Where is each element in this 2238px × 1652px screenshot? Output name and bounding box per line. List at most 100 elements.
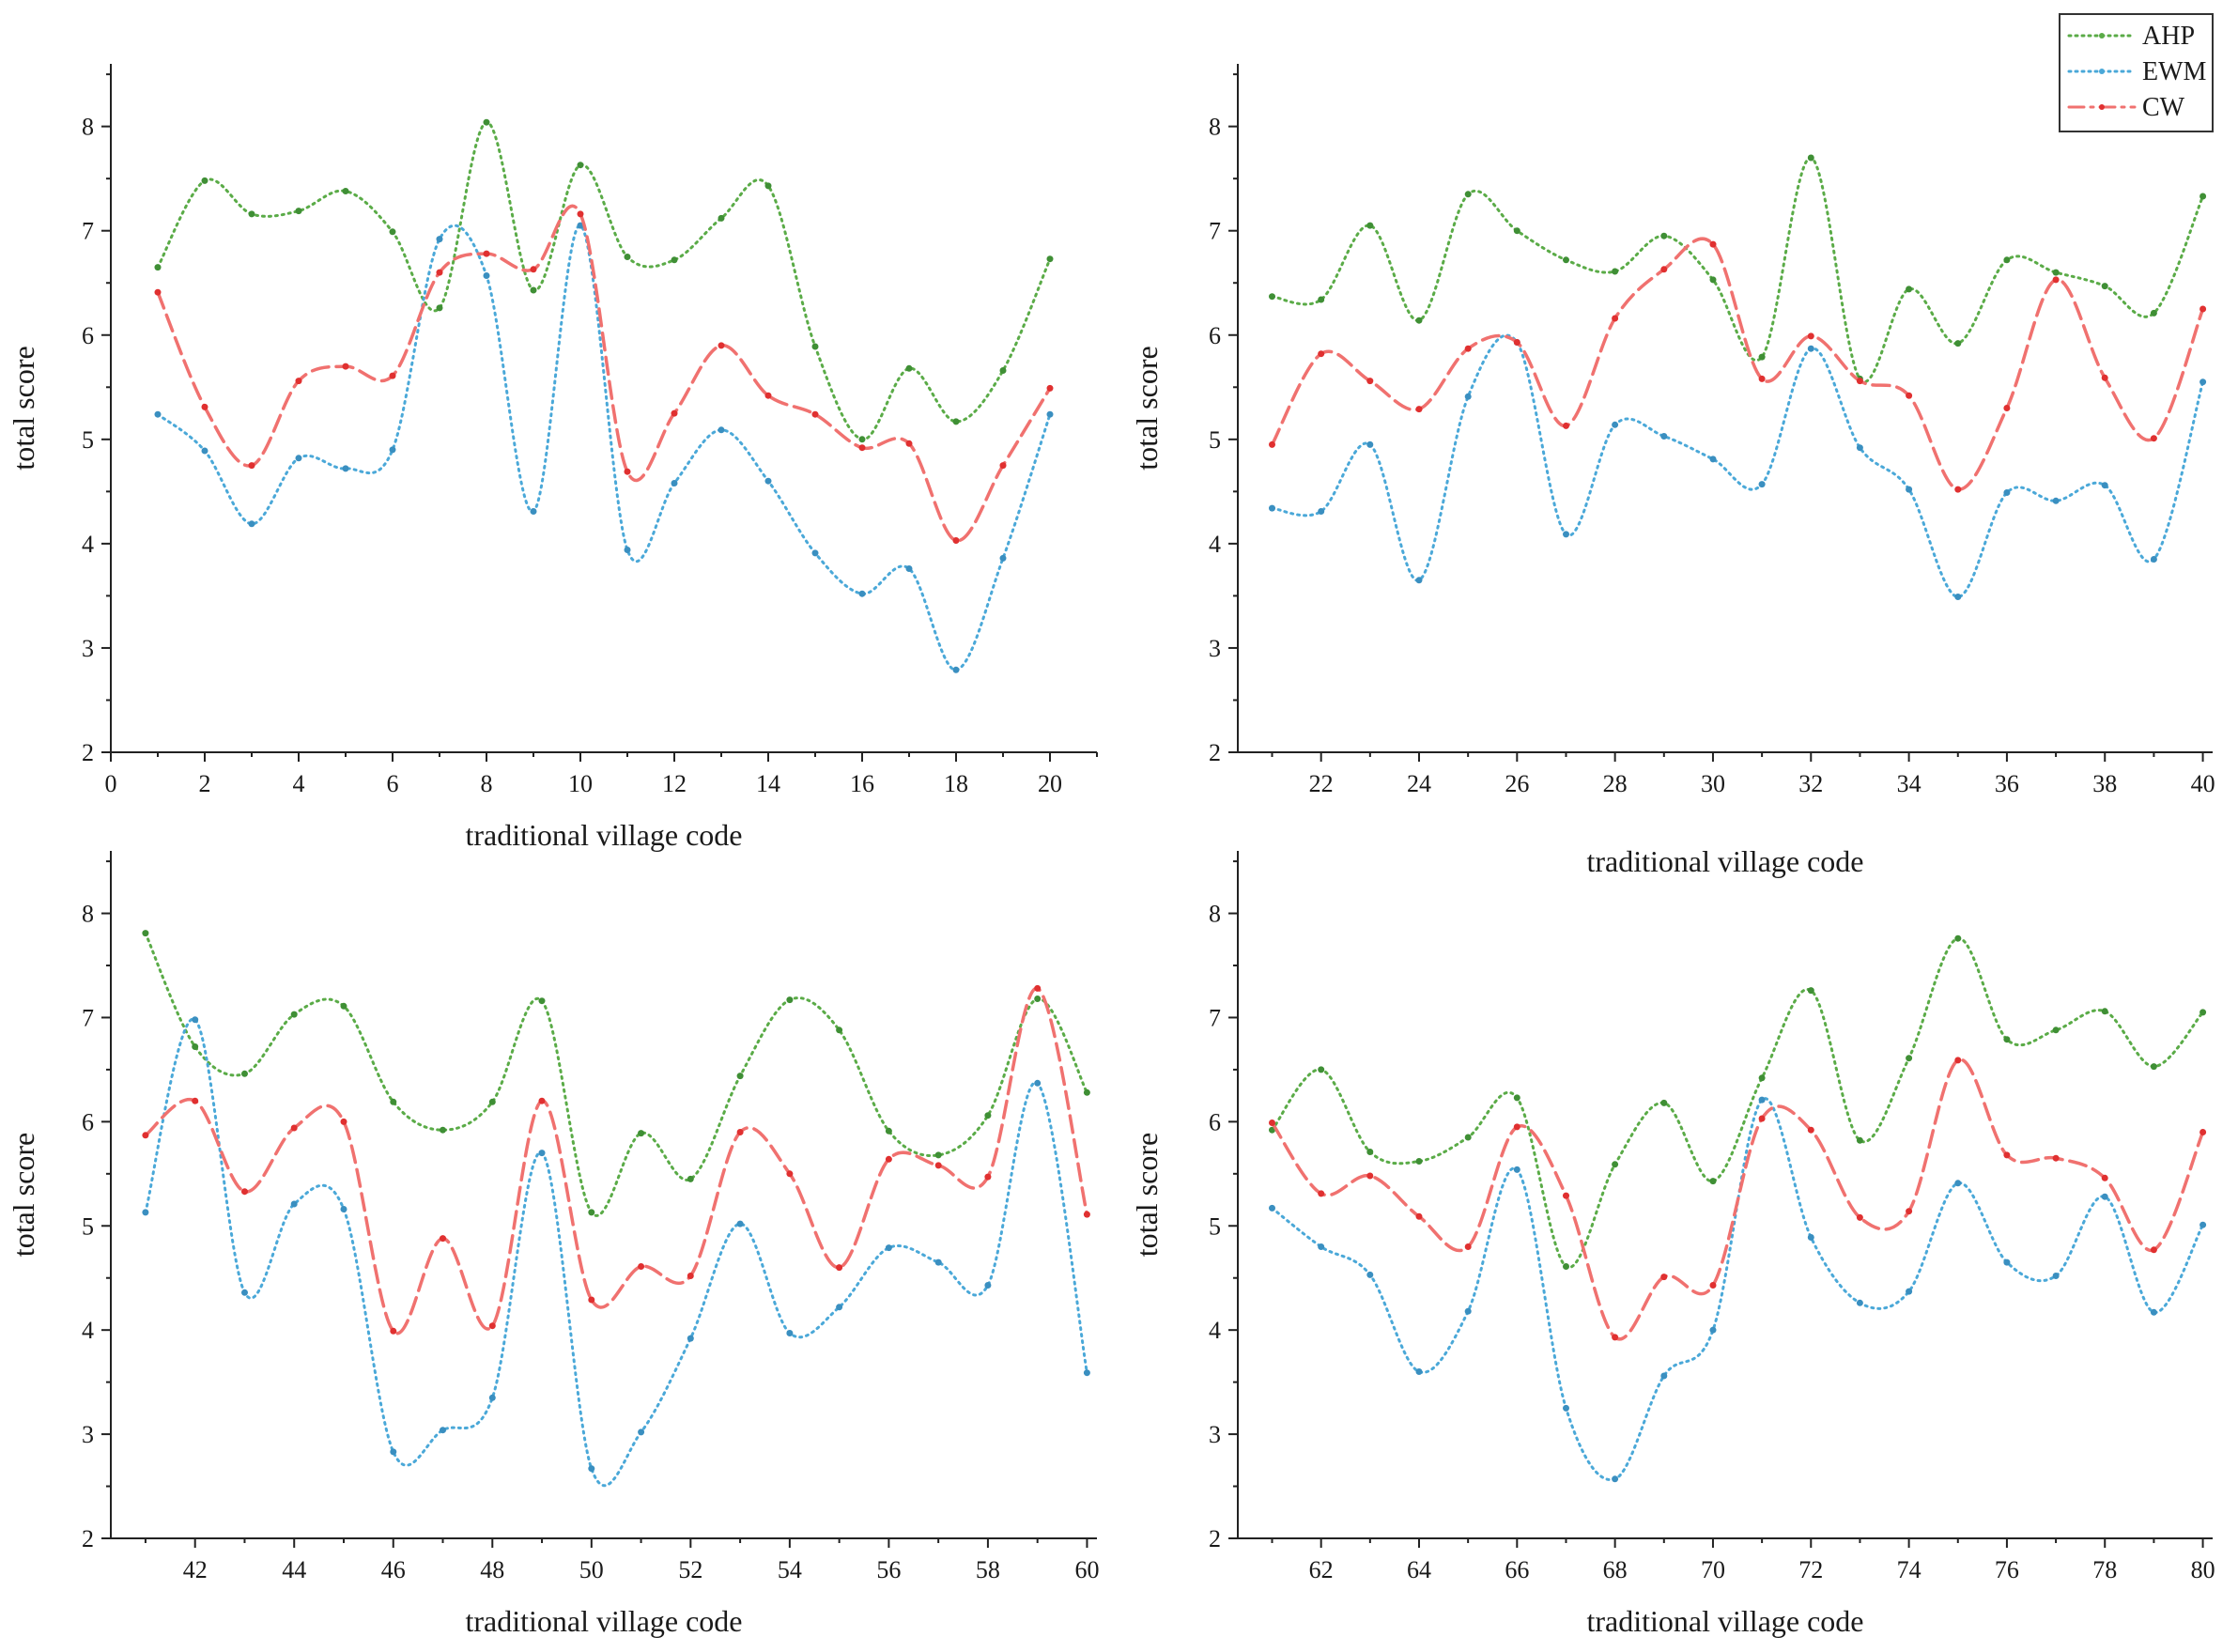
x-tick-label: 14 xyxy=(756,770,780,797)
data-point-ewm-47 xyxy=(440,1427,446,1434)
data-point-cw-21 xyxy=(1269,440,1275,448)
series-line-ahp xyxy=(156,120,1052,441)
data-point-ahp-65 xyxy=(1464,1134,1472,1141)
y-tick-label: 8 xyxy=(1209,901,1221,928)
data-point-cw-14 xyxy=(764,392,772,399)
data-point-ewm-31 xyxy=(1758,481,1766,488)
x-tick-label: 78 xyxy=(2092,1556,2117,1583)
data-point-cw-79 xyxy=(2150,1246,2157,1254)
data-point-ewm-61 xyxy=(1269,1204,1275,1212)
y-tick-label: 2 xyxy=(1209,1525,1221,1552)
data-point-ewm-53 xyxy=(736,1220,744,1227)
data-point-ewm-41 xyxy=(142,1209,149,1216)
x-tick-label: 66 xyxy=(1505,1556,1529,1583)
y-tick-label: 5 xyxy=(1209,426,1221,454)
data-point-ewm-5 xyxy=(342,465,349,472)
data-point-cw-28 xyxy=(1612,315,1619,322)
data-point-ewm-59 xyxy=(1034,1079,1042,1087)
legend-marker-ahp xyxy=(2099,33,2105,39)
data-point-ewm-68 xyxy=(1612,1475,1619,1483)
x-tick-label: 42 xyxy=(183,1556,208,1583)
data-point-ewm-25 xyxy=(1464,393,1472,400)
y-axis-title: total score xyxy=(7,1133,40,1257)
data-point-cw-77 xyxy=(2052,1154,2060,1162)
y-axis-title: total score xyxy=(7,346,40,470)
data-point-ahp-12 xyxy=(671,256,678,264)
x-tick-label: 38 xyxy=(2092,770,2117,797)
x-tick-label: 40 xyxy=(2191,770,2215,797)
y-tick-label: 4 xyxy=(1209,531,1221,558)
data-point-ahp-27 xyxy=(1563,256,1569,264)
data-point-ahp-72 xyxy=(1807,987,1814,995)
y-tick-label: 7 xyxy=(82,1004,94,1031)
data-point-ewm-8 xyxy=(483,272,490,279)
data-point-ahp-14 xyxy=(764,182,772,190)
data-point-ahp-71 xyxy=(1758,1074,1766,1082)
data-point-cw-48 xyxy=(488,1322,496,1330)
data-point-ewm-69 xyxy=(1660,1372,1668,1380)
data-point-ewm-67 xyxy=(1563,1404,1569,1412)
data-point-cw-44 xyxy=(290,1124,298,1132)
data-point-ahp-16 xyxy=(858,436,866,443)
y-tick-label: 5 xyxy=(1209,1212,1221,1240)
data-point-cw-39 xyxy=(2150,435,2157,442)
y-tick-label: 2 xyxy=(82,1525,94,1552)
data-point-cw-29 xyxy=(1660,266,1668,273)
data-point-cw-63 xyxy=(1366,1172,1374,1180)
data-point-ahp-55 xyxy=(836,1027,843,1034)
x-tick-label: 10 xyxy=(568,770,593,797)
data-point-ahp-4 xyxy=(295,208,302,215)
data-point-cw-78 xyxy=(2101,1174,2108,1181)
data-point-ewm-72 xyxy=(1807,1234,1814,1241)
data-point-cw-40 xyxy=(2199,305,2207,313)
x-tick-label: 2 xyxy=(199,770,211,797)
data-point-ewm-58 xyxy=(984,1282,992,1289)
data-point-cw-18 xyxy=(952,537,960,544)
data-point-ewm-40 xyxy=(2199,378,2207,386)
data-point-ahp-80 xyxy=(2199,1009,2207,1016)
data-point-ahp-41 xyxy=(142,930,149,937)
x-tick-label: 20 xyxy=(1038,770,1062,797)
data-point-ewm-39 xyxy=(2150,556,2157,563)
y-tick-label: 8 xyxy=(82,901,94,928)
data-point-ewm-1 xyxy=(154,410,162,418)
y-tick-label: 7 xyxy=(1209,1004,1221,1031)
series-line-ahp xyxy=(1271,936,2205,1269)
data-point-ewm-76 xyxy=(2003,1258,2011,1266)
data-point-ahp-53 xyxy=(736,1073,744,1080)
data-point-cw-47 xyxy=(440,1235,446,1243)
legend-label-ewm: EWM xyxy=(2142,57,2207,86)
y-tick-label: 3 xyxy=(1209,1421,1221,1448)
data-point-cw-22 xyxy=(1318,350,1325,358)
x-tick-label: 46 xyxy=(381,1556,406,1583)
data-point-ewm-54 xyxy=(786,1330,794,1336)
x-tick-label: 22 xyxy=(1309,770,1334,797)
data-point-cw-7 xyxy=(436,269,443,276)
data-point-ahp-42 xyxy=(192,1043,199,1050)
data-point-ahp-6 xyxy=(389,228,396,236)
x-tick-label: 8 xyxy=(481,770,493,797)
data-point-cw-57 xyxy=(934,1162,942,1169)
legend-label-ahp: AHP xyxy=(2142,22,2195,51)
legend-label-cw: CW xyxy=(2142,93,2185,122)
data-point-cw-42 xyxy=(192,1097,199,1104)
data-point-cw-32 xyxy=(1807,332,1814,340)
data-point-cw-75 xyxy=(1954,1057,1962,1064)
data-point-ahp-28 xyxy=(1612,268,1619,275)
y-axis-title: total score xyxy=(1130,346,1164,470)
y-tick-label: 4 xyxy=(82,531,94,558)
data-point-cw-41 xyxy=(142,1132,149,1139)
data-point-cw-36 xyxy=(2003,405,2011,411)
data-point-cw-6 xyxy=(389,372,396,379)
x-axis-title: traditional village code xyxy=(1587,1604,1864,1638)
x-tick-label: 76 xyxy=(1995,1556,2019,1583)
data-point-ahp-25 xyxy=(1464,191,1472,198)
data-point-ewm-4 xyxy=(295,455,302,462)
data-point-ewm-19 xyxy=(999,554,1007,562)
x-tick-label: 28 xyxy=(1603,770,1628,797)
data-point-ahp-74 xyxy=(1906,1055,1913,1062)
